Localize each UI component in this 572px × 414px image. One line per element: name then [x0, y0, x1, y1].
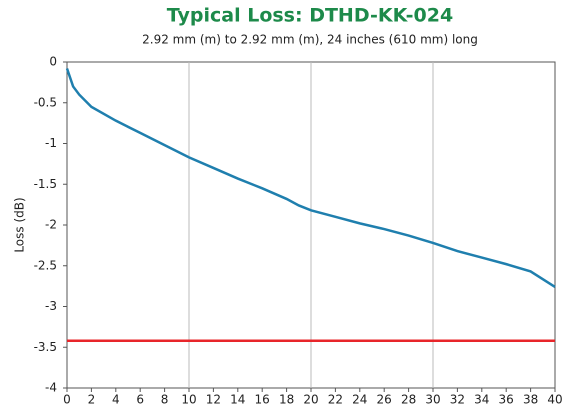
- x-tick-label: 20: [303, 393, 318, 407]
- x-tick-label: 28: [401, 393, 416, 407]
- x-tick-label: 34: [474, 393, 489, 407]
- x-tick-label: 0: [63, 393, 71, 407]
- x-tick-label: 40: [547, 393, 562, 407]
- x-tick-label: 18: [279, 393, 294, 407]
- x-tick-label: 22: [328, 393, 343, 407]
- x-tick-label: 10: [181, 393, 196, 407]
- x-tick-label: 8: [161, 393, 169, 407]
- x-tick-label: 12: [206, 393, 221, 407]
- x-tick-label: 26: [377, 393, 392, 407]
- x-tick-label: 36: [499, 393, 514, 407]
- y-tick-label: -1.5: [34, 177, 57, 191]
- x-tick-label: 24: [352, 393, 367, 407]
- y-tick-label: 0: [49, 55, 57, 69]
- y-tick-label: -4: [45, 381, 57, 395]
- x-tick-label: 30: [425, 393, 440, 407]
- x-tick-label: 4: [112, 393, 120, 407]
- y-tick-label: -2.5: [34, 258, 57, 272]
- x-tick-label: 6: [136, 393, 144, 407]
- x-tick-label: 38: [523, 393, 538, 407]
- chart-subtitle: 2.92 mm (m) to 2.92 mm (m), 24 inches (6…: [142, 33, 478, 47]
- y-tick-label: -3: [45, 299, 57, 313]
- y-tick-label: -3.5: [34, 340, 57, 354]
- x-tick-label: 14: [230, 393, 245, 407]
- y-tick-label: -2: [45, 218, 57, 232]
- y-tick-label: -1: [45, 136, 57, 150]
- y-axis-label: Loss (dB): [13, 197, 27, 252]
- x-tick-label: 2: [88, 393, 96, 407]
- x-tick-label: 32: [450, 393, 465, 407]
- data-line: [65, 68, 556, 288]
- y-tick-label: -0.5: [34, 95, 57, 109]
- x-tick-label: 16: [255, 393, 270, 407]
- chart-title: Typical Loss: DTHD-KK-024: [167, 5, 453, 27]
